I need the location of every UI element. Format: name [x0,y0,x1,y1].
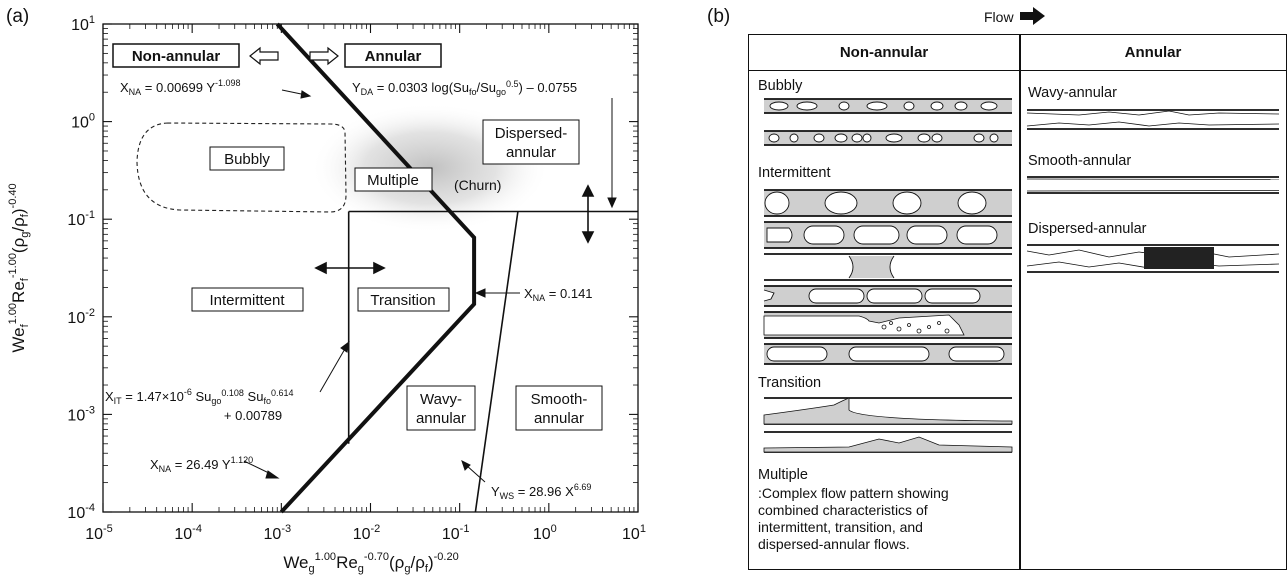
dispersed-droplet-cloud [1144,247,1214,269]
x-tick-label: 10-3 [264,523,292,543]
col-header-annular: Annular [1124,44,1182,61]
tick-labels: 10-5 10-4 10-3 10-2 10-1 100 10110-410-310-210… [67,14,646,543]
arrowhead-icon [607,197,617,209]
bubbly-label: Bubbly [224,151,270,168]
y-tick-label: 10-4 [67,502,95,522]
axis-ticks [102,23,639,513]
double-arrow-left-head-icon [314,261,327,275]
multiple-label: Multiple [367,172,419,189]
x-tick-label: 10-2 [353,523,381,543]
eq-xit: XIT = 1.47×10-6 Sugo0.108 Sufo0.614 [105,387,293,406]
intermittent-title: Intermittent [758,165,831,181]
smooth-annular-box [515,385,603,431]
arrowhead-icon [461,460,471,471]
intermittent-tube-2 [764,221,1012,249]
leader-arrows [243,89,617,483]
bubbly-tube-2 [764,130,1012,146]
bubbly-box [209,146,285,171]
y-tick-label: 10-1 [67,209,95,229]
multiple-description: :Complex flow pattern showing combined c… [758,485,949,552]
eq-xit-line2: + 0.00789 [224,408,282,423]
eq-xna-mid: XNA = 0.141 [524,286,593,303]
transition-tube-1 [763,397,1013,425]
smooth-annular-title: Smooth-annular [1028,153,1132,169]
flow-pattern-table: Non-annular Annular Bubbly Intermittent … [748,34,1287,570]
boundary-lines [275,22,638,514]
flow-regime-map: 10-5 10-4 10-3 10-2 10-1 100 10110-410-310-210… [7,14,646,575]
wavy-annular-title: Wavy-annular [1028,85,1117,101]
bubbly-title: Bubbly [758,78,803,94]
flow-arrow-icon [1020,7,1045,25]
y-tick-label: 100 [71,112,95,132]
smooth-annular-tube [1026,176,1280,194]
y-axis-label: Wef1.00Ref-1.00(ρg/ρf)-0.40 [7,183,31,352]
eq-yws: YWS = 28.96 X6.69 [491,482,591,501]
eq-yda: YDA = 0.0303 log(Sufo/Sugo0.5) – 0.0755 [352,79,577,97]
non-annular-label: Non-annular [132,48,220,65]
x-tick-label: 10-5 [85,523,113,543]
transition-tube-2 [763,431,1013,453]
flow-label: Flow [984,9,1014,25]
arrowhead-icon [265,470,280,479]
transition-box [357,287,450,312]
flow-pattern-sketches [763,98,1280,453]
smooth-annular-label-2: annular [534,410,584,427]
annular-label: Annular [365,48,422,65]
x-tick-label: 100 [533,523,557,543]
intermittent-tube-4 [763,285,1012,307]
dispersed-annular-title: Dispersed-annular [1028,221,1147,237]
y-tick-label: 10-2 [67,307,95,327]
double-arrow-down-head-icon [581,231,595,244]
intermittent-label: Intermittent [209,292,285,309]
wavy-annular-label-1: Wavy- [420,391,462,408]
panel-a-letter: (a) [6,6,30,27]
eq-xna-bot: XNA = 26.49 Y1.120 [150,455,253,474]
bubbly-region-outline [136,122,347,213]
dispersed-annular-label-1: Dispersed- [495,125,568,142]
table-header-row: Non-annular Annular [749,35,1286,71]
plot-frame [102,23,639,513]
eq-xna-top: XNA = 0.00699 Y-1.098 [120,78,241,97]
intermittent-tube-6 [764,343,1012,365]
intermittent-tube-3 [764,253,1012,281]
dispersed-annular-box [482,119,580,165]
multiple-title: Multiple [758,467,808,483]
arrowhead-icon [300,90,312,99]
y-tick-label: 10-3 [67,404,95,424]
x-tick-label: 10-1 [442,523,470,543]
x-axis-label: Weg1.00Reg-0.70(ρg/ρf)-0.20 [283,551,458,575]
churn-label: (Churn) [454,177,501,193]
panel-b-letter: (b) [707,6,731,27]
double-arrows [314,184,595,275]
boundary-wavy-smooth [474,211,519,513]
boundary-nonannular-annular [275,22,477,514]
transition-title: Transition [758,375,822,391]
left-hollow-arrow-icon [249,46,279,66]
multiple-box [354,167,433,192]
intermittent-box [191,287,304,312]
arrowhead-icon [474,288,486,298]
y-tick-label: 101 [71,14,95,34]
wavy-annular-label-2: annular [416,410,466,427]
non-annular-box [112,43,240,68]
x-tick-label: 10-4 [174,523,202,543]
x-tick-label: 101 [622,523,646,543]
column-divider [1019,35,1021,569]
double-arrow-up-head-icon [581,184,595,197]
intermittent-tube-5 [763,311,1012,339]
smooth-annular-label-1: Smooth- [531,391,588,408]
intermittent-tube-1 [764,189,1012,217]
arrowhead-icon [340,340,350,353]
double-arrow-right-head-icon [373,261,386,275]
wavy-annular-box [406,385,476,431]
dispersed-annular-tube [1026,244,1280,273]
right-hollow-arrow-icon [309,46,339,66]
col-header-non-annular: Non-annular [839,44,929,61]
wavy-annular-tube [1026,109,1280,130]
dispersed-annular-label-2: annular [506,144,556,161]
annular-box [344,43,442,68]
bubbly-tube-1 [764,98,1012,114]
transition-label: Transition [370,292,435,309]
